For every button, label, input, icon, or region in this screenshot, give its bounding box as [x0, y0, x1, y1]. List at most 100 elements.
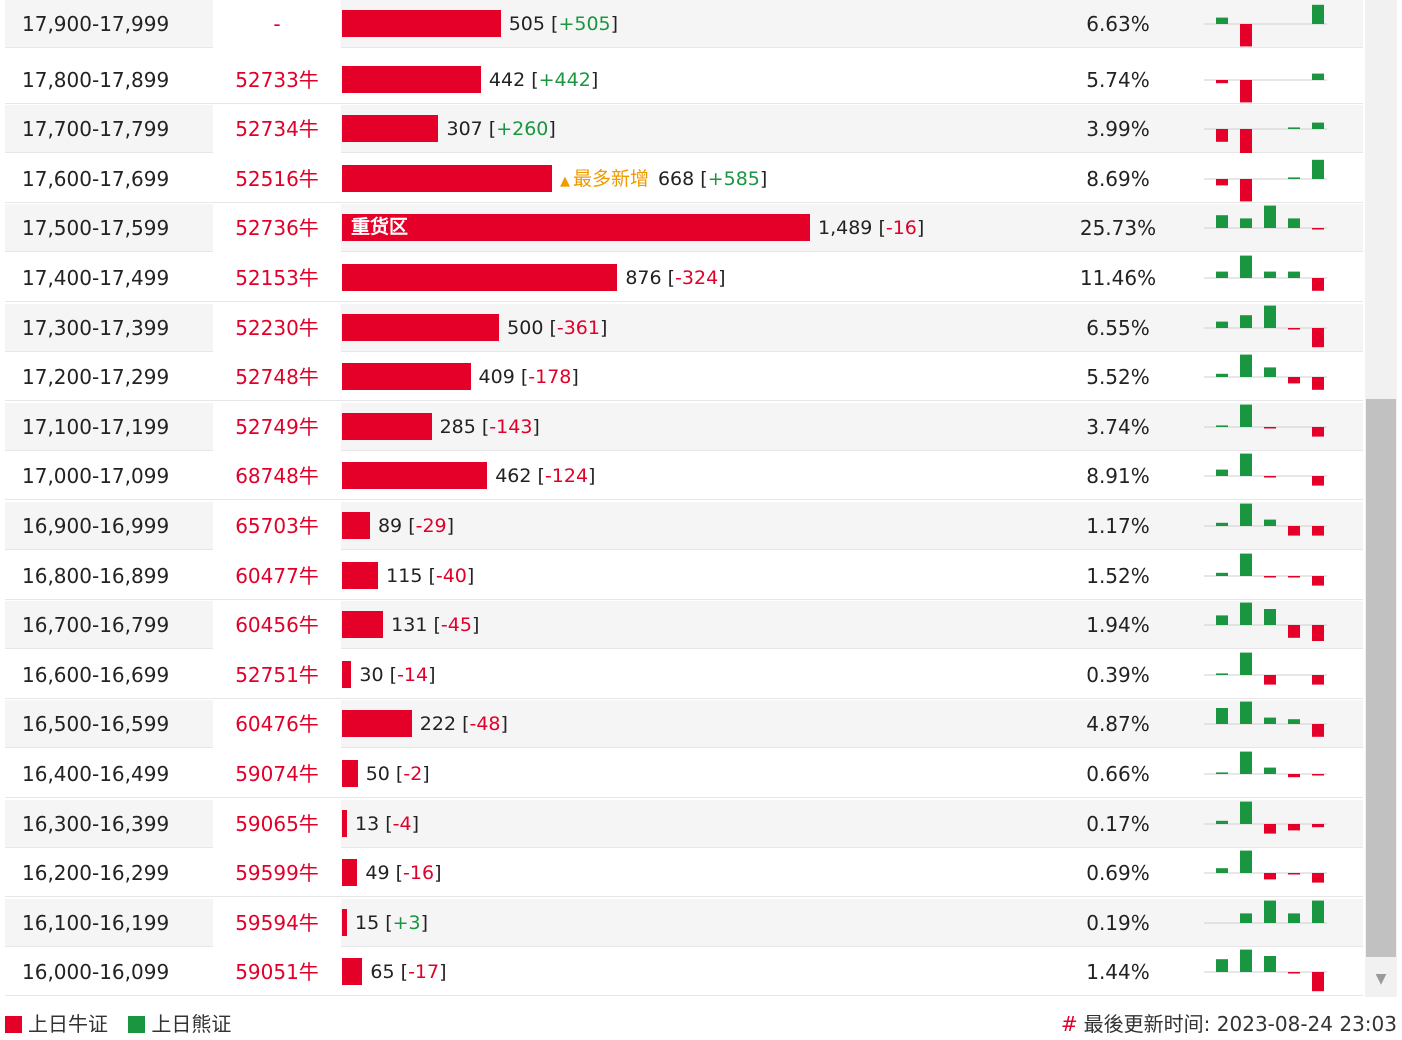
table-row[interactable]: 16,800-16,899 60477牛 115 [-40] 1.52% [5, 551, 1363, 600]
quantity-bar [342, 958, 363, 986]
legend-item-bull: 上日牛证 [5, 1008, 108, 1037]
quantity-change: -17 [408, 961, 440, 984]
warrant-code-link[interactable]: 59065牛 [213, 799, 341, 848]
warrant-code-link[interactable]: 52751牛 [235, 662, 319, 687]
table-row[interactable]: 17,500-17,599 52736牛 重货区 1,489 [-16] 25.73% [5, 204, 1363, 253]
sparkline-bar [1312, 122, 1324, 130]
table-row[interactable]: 16,700-16,799 60456牛 131 [-45] 1.94% [5, 601, 1363, 650]
table-row[interactable]: 17,700-17,799 52734牛 307 [+260] 3.99% [5, 105, 1363, 154]
sparkline-bar [1240, 178, 1252, 202]
sparkline-bar [1264, 767, 1276, 774]
history-sparkline [1204, 159, 1327, 202]
sparkline-bar [1216, 522, 1228, 526]
quantity-change: +585 [707, 167, 760, 190]
quantity-value: 49 [365, 862, 390, 885]
warrant-code-link[interactable]: 52749牛 [213, 402, 341, 451]
sparkline-bar [1312, 972, 1324, 992]
sparkline-bar [1264, 519, 1276, 526]
sparkline-bar [1216, 178, 1228, 186]
table-row[interactable]: 16,500-16,599 60476牛 222 [-48] 4.87% [5, 700, 1363, 749]
quantity-change: -124 [544, 465, 589, 488]
table-row[interactable]: 16,900-16,999 65703牛 89 [-29] 1.17% [5, 502, 1363, 550]
sparkline-bar [1240, 701, 1252, 725]
quantity-bar-cell: 505 [+505] [341, 0, 1041, 48]
quantity-bar-cell: 131 [-45] [341, 601, 1041, 649]
warrant-code-link[interactable]: 52230牛 [213, 303, 341, 352]
table-row[interactable]: 17,900-17,999 - 505 [+505] 6.63% [5, 0, 1363, 48]
warrant-code-link[interactable]: 52736牛 [213, 204, 341, 253]
quantity-change: -40 [435, 564, 467, 587]
table-row[interactable]: 17,600-17,699 52516牛 ▲ 最多新增 668 [+585] 8.69% [5, 154, 1363, 203]
warrant-code-link[interactable]: 68748牛 [235, 464, 319, 489]
quantity-bar-cell: 13 [-4] [341, 800, 1041, 848]
scroll-down-arrow-icon[interactable]: ▼ [1375, 971, 1387, 987]
quantity-bar [342, 412, 432, 440]
table-row[interactable]: 16,600-16,699 52751牛 30 [-14] 0.39% [5, 650, 1363, 699]
sparkline-bar [1240, 553, 1252, 576]
quantity-change: +3 [392, 911, 421, 934]
warrant-code-link[interactable]: 52733牛 [235, 67, 319, 92]
quantity-value: 668 [657, 167, 695, 190]
table-row[interactable]: 17,800-17,899 52733牛 442 [+442] 5.74% [5, 55, 1363, 104]
quantity-bar-cell: 30 [-14] [341, 651, 1041, 699]
warrant-code-link[interactable]: 59074牛 [235, 762, 319, 786]
table-row[interactable]: 17,400-17,499 52153牛 876 [-324] 11.46% [5, 254, 1363, 302]
strike-range: 16,700-16,799 [22, 613, 170, 638]
warrant-code-link[interactable]: 52153牛 [235, 266, 319, 290]
table-row[interactable]: 17,100-17,199 52749牛 285 [-143] 3.74% [5, 402, 1363, 451]
history-sparkline [1204, 751, 1327, 778]
table-row[interactable]: 16,200-16,299 59599牛 49 [-16] 0.69% [5, 849, 1363, 898]
quantity-value: 1,489 [818, 217, 873, 240]
quantity-bar-cell: 222 [-48] [341, 700, 1041, 748]
percentage: 3.99% [1086, 117, 1150, 142]
table-row[interactable]: 17,300-17,399 52230牛 500 [-361] 6.55% [5, 303, 1363, 352]
percentage: 25.73% [1079, 216, 1157, 241]
quantity-change: -2 [403, 763, 423, 785]
warrant-code-link[interactable]: 52734牛 [213, 105, 341, 154]
table-row[interactable]: 16,100-16,199 59594牛 15 [+3] 0.19% [5, 898, 1363, 947]
quantity-bar [342, 10, 501, 37]
warrant-code-link[interactable]: - [213, 0, 341, 48]
sparkline-bar [1288, 873, 1300, 875]
scrollbar-thumb[interactable] [1366, 399, 1396, 957]
warrant-code-link[interactable]: 52748牛 [235, 365, 319, 390]
warrant-code-link[interactable]: 65703牛 [213, 502, 341, 550]
table-row[interactable]: 17,200-17,299 52748牛 409 [-178] 5.52% [5, 353, 1363, 402]
quantity-value-group: 13 [-4] [355, 812, 420, 835]
history-sparkline [1204, 801, 1327, 834]
table-row[interactable]: 16,300-16,399 59065牛 13 [-4] 0.17% [5, 799, 1363, 848]
quantity-value-group: 65 [-17] [370, 961, 447, 984]
percentage: 1.94% [1086, 613, 1150, 638]
quantity-value-group: 285 [-143] [439, 415, 540, 438]
quantity-bar [342, 115, 439, 143]
sparkline-bar [1288, 913, 1300, 923]
quantity-bar-cell: 307 [+260] [341, 105, 1041, 153]
sparkline-bar [1216, 615, 1228, 626]
warrant-code-link[interactable]: 52516牛 [235, 166, 319, 191]
percentage: 1.44% [1086, 960, 1150, 985]
vertical-scrollbar[interactable]: ▼ [1365, 0, 1397, 997]
sparkline-bar [1288, 719, 1300, 725]
table-row[interactable]: 16,000-16,099 59051牛 65 [-17] 1.44% [5, 948, 1363, 997]
warrant-code-link[interactable]: 60476牛 [213, 700, 341, 749]
quantity-bar [342, 512, 370, 539]
warrant-code-link[interactable]: 60456牛 [213, 601, 341, 650]
warrant-code-link[interactable]: 60477牛 [235, 563, 319, 588]
warrant-code-link[interactable]: 59599牛 [235, 861, 319, 886]
history-sparkline [1204, 701, 1327, 738]
sparkline-bar [1312, 159, 1324, 179]
sparkline-bar [1288, 327, 1300, 330]
quantity-value-group: 409 [-178] [478, 366, 579, 389]
quantity-bar [342, 313, 500, 341]
warrant-code-link[interactable]: 59051牛 [235, 960, 319, 985]
strike-range: 17,500-17,599 [22, 216, 170, 241]
sparkline-bar [1312, 526, 1324, 536]
sparkline-bar [1264, 476, 1276, 478]
quantity-value: 131 [391, 614, 428, 637]
sparkline-bar [1312, 4, 1324, 25]
table-row[interactable]: 16,400-16,499 59074牛 50 [-2] 0.66% [5, 750, 1363, 798]
warrant-code-link[interactable]: 59594牛 [213, 898, 341, 947]
legend-bull-label: 上日牛证 [28, 1012, 108, 1036]
table-row[interactable]: 17,000-17,099 68748牛 462 [-124] 8.91% [5, 452, 1363, 501]
quantity-bar: 重货区 [342, 214, 810, 242]
